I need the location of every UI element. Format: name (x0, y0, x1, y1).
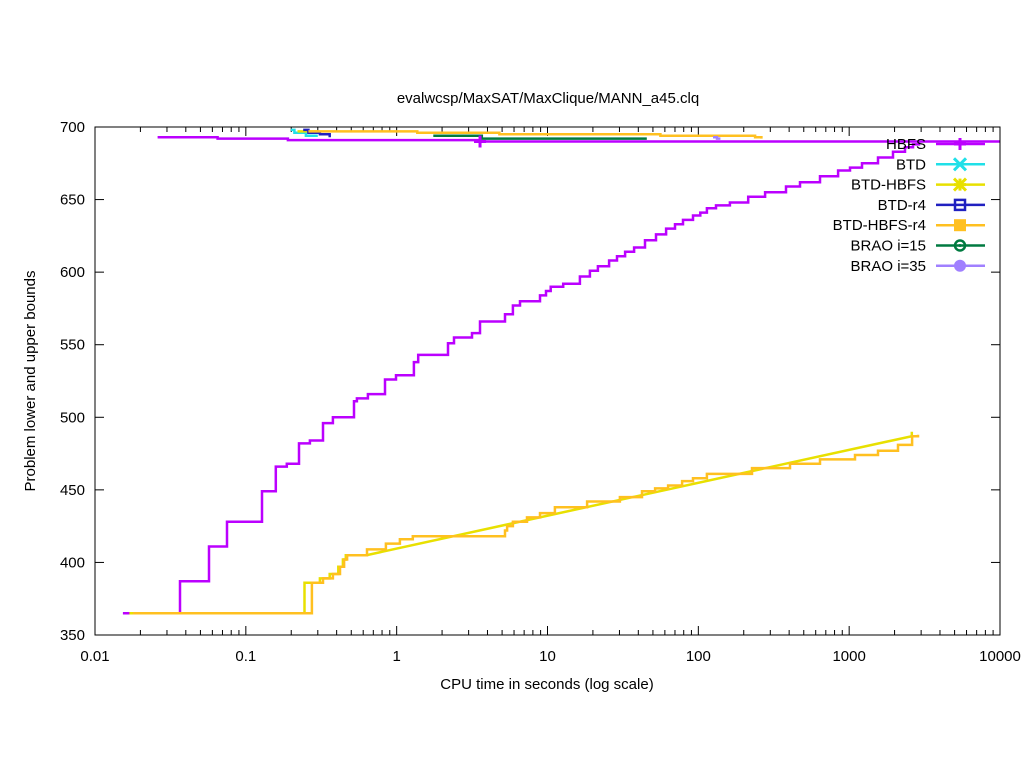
series-hbfs-lower-bound-line (122, 141, 921, 615)
series-brao-i-35-upper-bound-line (713, 135, 721, 140)
y-tick-label: 450 (60, 482, 85, 499)
y-tick-label: 350 (60, 627, 85, 644)
legend-marker-btd-hbfs-icon (952, 177, 968, 192)
legend-label-brao-i-15: BRAO i=15 (851, 238, 926, 255)
y-tick-label: 400 (60, 554, 85, 571)
legend-marker-btd-r4-icon (953, 198, 967, 212)
x-tick-label: 10000 (979, 648, 1021, 665)
series-hbfs-point-marker (474, 135, 487, 148)
y-tick-label: 650 (60, 192, 85, 209)
series-btd-r4-upper-bound-line (303, 128, 331, 138)
legend-label-btd-r4: BTD-r4 (878, 197, 926, 214)
plot-frame (94, 126, 1001, 636)
legend-label-hbfs: HBFS (886, 136, 926, 153)
x-tick-label: 0.1 (235, 648, 256, 665)
legend-marker-hbfs-icon (954, 138, 966, 150)
legend-marker-brao-i-15-icon (953, 239, 967, 252)
legend-label-btd: BTD (896, 156, 926, 173)
x-tick-label: 100 (686, 648, 711, 665)
legend: HBFS BTD BTD-HBFS BTD-r4 BTD-HBFS-r4 BRAO i=1… (833, 136, 985, 275)
x-tick-label: 0.01 (80, 648, 109, 665)
legend-marker-btd-hbfs-r4-icon (954, 219, 966, 232)
y-tick-label: 500 (60, 409, 85, 426)
series-btd-upper-bound-line (290, 128, 318, 137)
x-tick-label: 1000 (832, 648, 865, 665)
y-tick-label: 550 (60, 337, 85, 354)
chart-title: evalwcsp/MaxSAT/MaxClique/MANN_a45.clq (397, 90, 699, 107)
legend-label-btd-hbfs-r4: BTD-HBFS-r4 (833, 217, 926, 234)
legend-marker-brao-i-35-icon (954, 259, 966, 272)
series-brao-i-15-upper-bound-line (433, 134, 647, 140)
x-tick-label: 1 (392, 648, 400, 665)
y-tick-label: 600 (60, 264, 85, 281)
legend-marker-btd-icon (952, 157, 968, 172)
y-tick-label: 700 (60, 119, 85, 136)
series-btd-hbfs-r4-lower-bound-line (133, 434, 920, 615)
legend-label-btd-hbfs: BTD-HBFS (851, 177, 926, 194)
y-axis-label: Problem lower and upper bounds (22, 271, 39, 492)
series-btd-hbfs-r4-upper-bound-line (308, 130, 763, 139)
x-axis-label: CPU time in seconds (log scale) (440, 676, 653, 693)
x-tick-label: 10 (539, 648, 556, 665)
legend-label-brao-i-35: BRAO i=35 (851, 258, 926, 275)
